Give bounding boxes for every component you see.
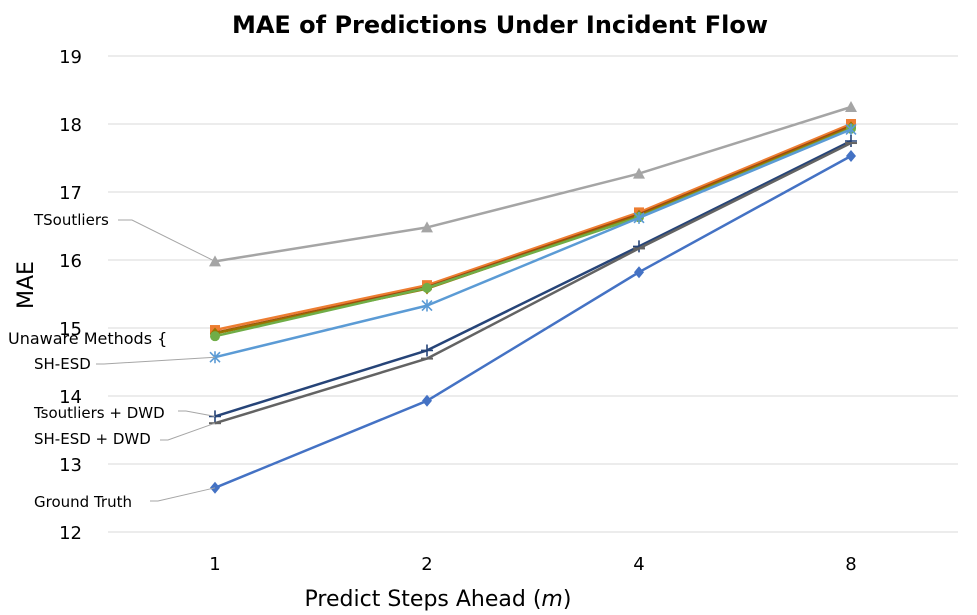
- series-lines: [209, 101, 857, 494]
- series-line: [214, 128, 852, 359]
- data-point: [845, 135, 857, 147]
- x-tick-label: 2: [421, 554, 432, 575]
- series-0: [209, 101, 857, 267]
- series-4: [210, 123, 856, 342]
- data-point: [845, 101, 857, 112]
- series-2: [214, 124, 852, 335]
- leader-line: [178, 410, 216, 417]
- y-tick-label: 13: [59, 455, 82, 476]
- series-line: [214, 141, 852, 425]
- data-point: [421, 344, 433, 357]
- x-axis-label-end: ): [563, 587, 572, 612]
- leader-line: [160, 422, 216, 441]
- callout-label: Tsoutliers + DWD: [33, 404, 165, 422]
- data-point: [634, 266, 644, 279]
- leader-line: [96, 356, 216, 365]
- data-point: [210, 331, 220, 342]
- data-point: [633, 167, 645, 179]
- callout-label: SH-ESD: [34, 355, 91, 373]
- series-line: [214, 124, 852, 335]
- y-tick-labels: 12 13 14 15 16 17 18 19: [59, 47, 82, 544]
- x-tick-label: 8: [845, 554, 856, 575]
- y-tick-label: 15: [59, 319, 82, 340]
- data-point: [845, 123, 857, 136]
- x-axis-label-text: Predict Steps Ahead (: [305, 587, 542, 612]
- series-8: [210, 149, 856, 494]
- callouts: TSoutliers SH-ESD Tsoutliers + DWD SH-ESD +…: [33, 211, 216, 511]
- x-tick-label: 4: [633, 554, 644, 575]
- data-point: [846, 149, 856, 162]
- series-3: [210, 121, 856, 340]
- data-point: [633, 211, 645, 224]
- y-tick-label: 12: [59, 523, 82, 544]
- x-axis-label-var: m: [541, 587, 562, 612]
- callout-label: TSoutliers: [33, 211, 109, 229]
- x-tick-labels: 1 2 4 8: [209, 554, 856, 575]
- x-axis-label: Predict Steps Ahead (m): [305, 587, 572, 612]
- series-line: [214, 154, 852, 489]
- series-6: [209, 135, 857, 423]
- series-line: [214, 139, 852, 418]
- x-tick-label: 1: [209, 554, 220, 575]
- y-tick-label: 14: [59, 387, 82, 408]
- group-label-unaware-methods: Unaware Methods {: [8, 329, 167, 348]
- series-line: [214, 122, 852, 332]
- data-point: [421, 221, 433, 233]
- series-line: [214, 127, 852, 338]
- y-tick-label: 18: [59, 115, 82, 136]
- callout-label: Ground Truth: [34, 493, 132, 511]
- y-tick-label: 19: [59, 47, 82, 68]
- data-point: [421, 299, 433, 312]
- leader-line: [150, 487, 216, 502]
- y-tick-label: 16: [59, 251, 82, 272]
- chart-title: MAE of Predictions Under Incident Flow: [232, 11, 768, 39]
- series-line: [214, 105, 852, 263]
- data-point: [422, 282, 432, 293]
- callout-label: SH-ESD + DWD: [34, 430, 151, 448]
- gridlines: [108, 55, 958, 533]
- y-tick-label: 17: [59, 183, 82, 204]
- y-axis-label: MAE: [14, 261, 39, 309]
- data-point: [422, 394, 432, 407]
- leader-line: [118, 219, 216, 262]
- series-5: [209, 123, 857, 364]
